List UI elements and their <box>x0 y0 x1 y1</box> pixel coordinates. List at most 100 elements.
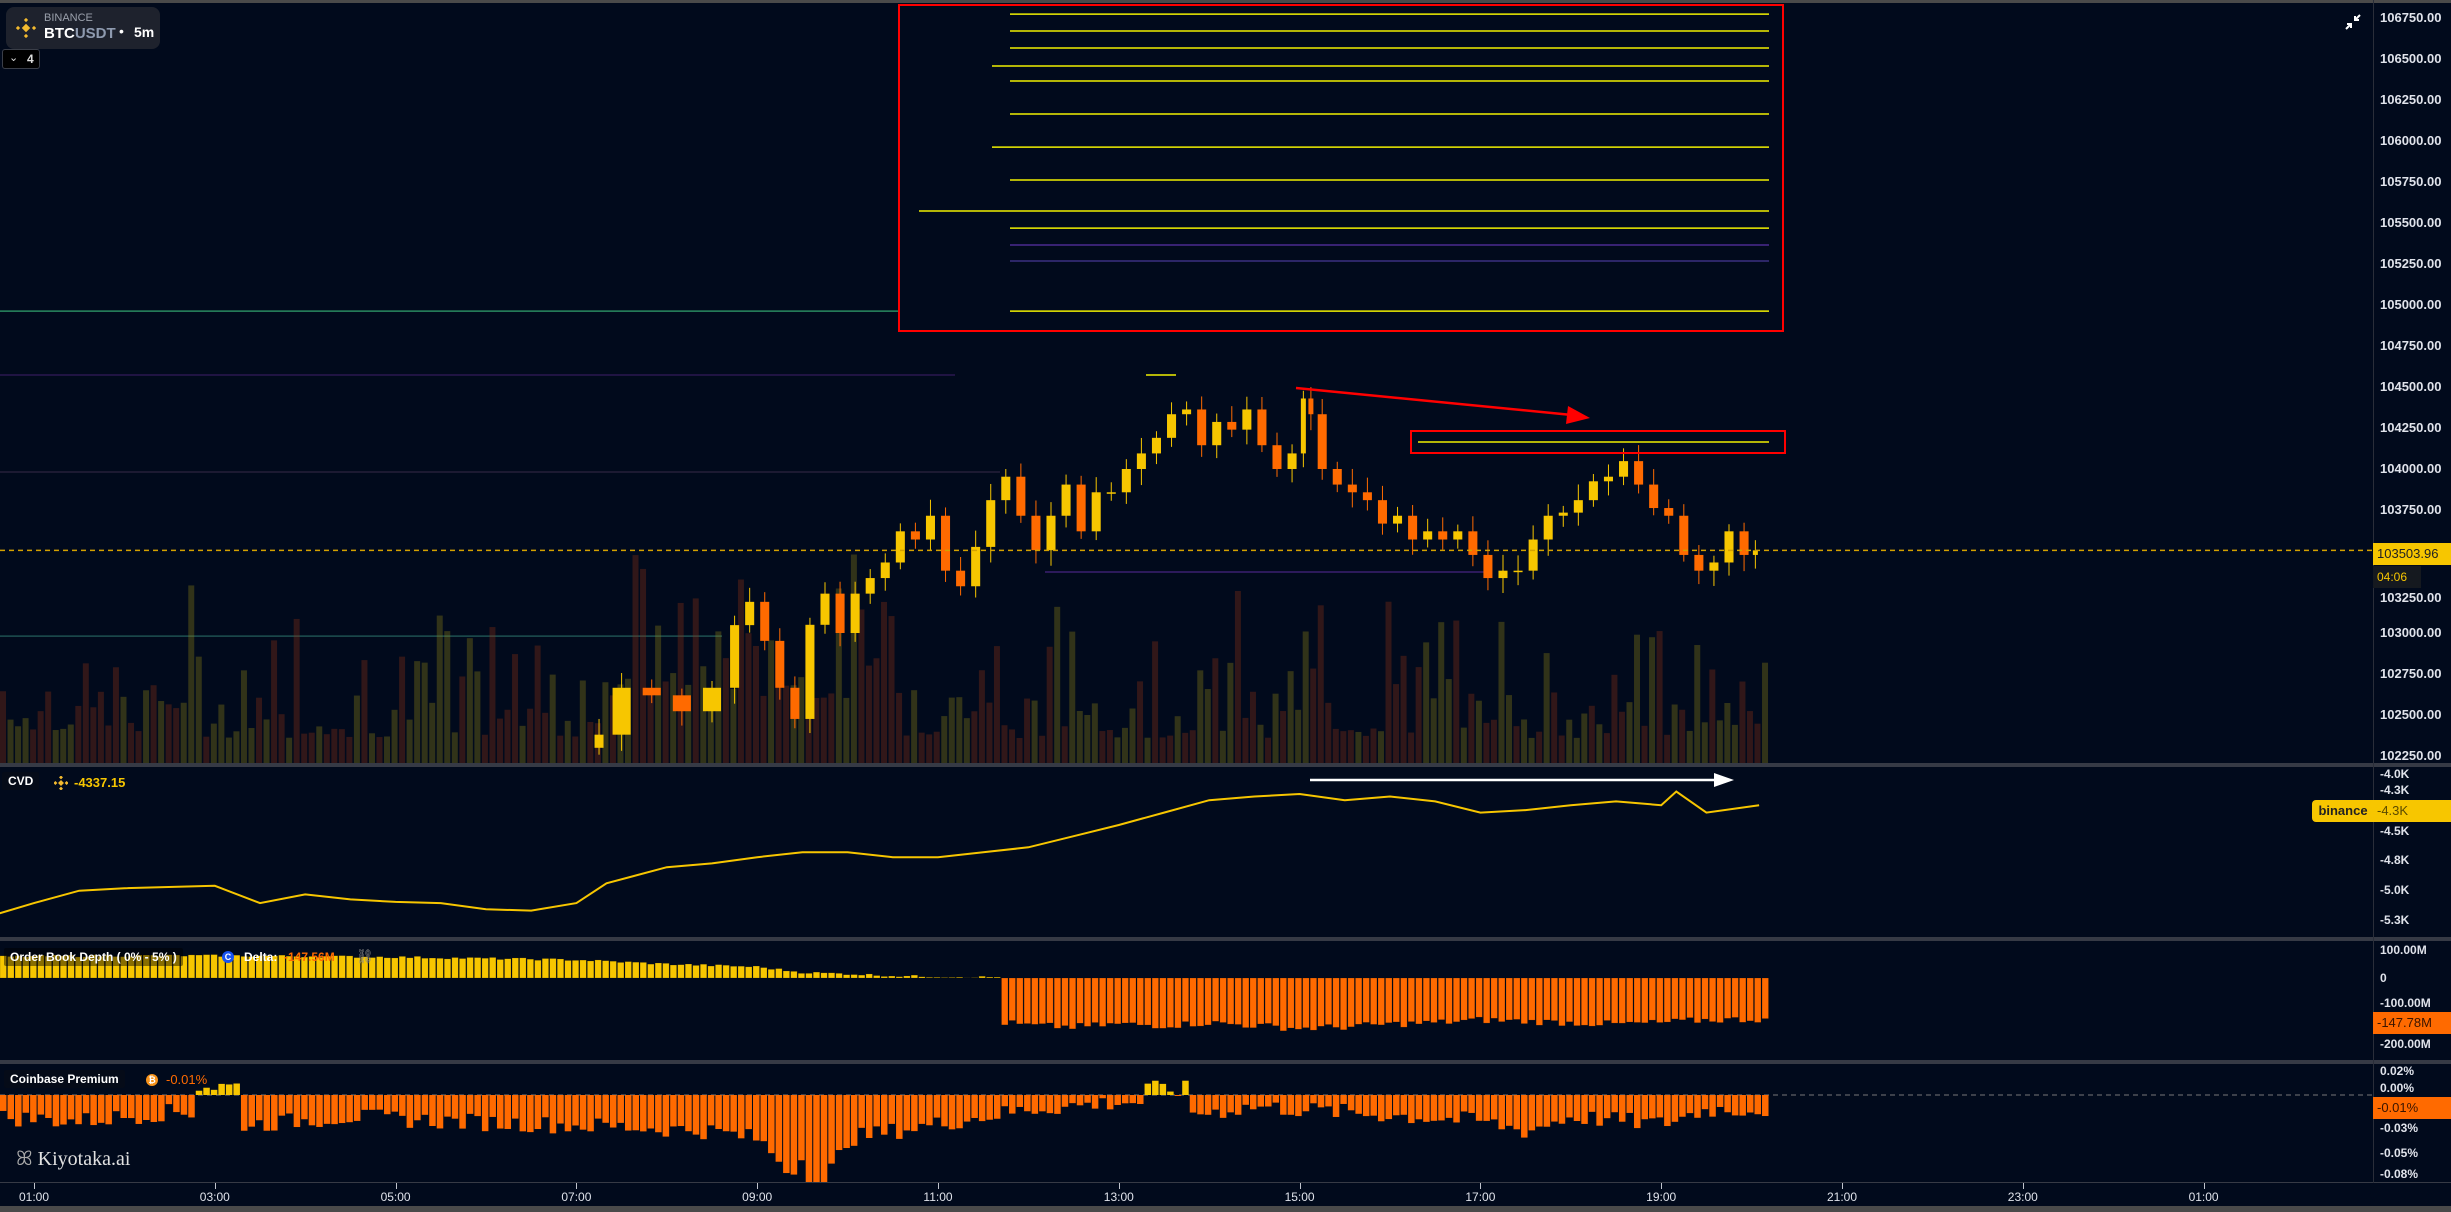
collapse-icon[interactable] <box>2343 12 2363 32</box>
coinbase-premium-bar <box>165 1095 173 1105</box>
coinbase-premium-label[interactable]: Coinbase Premium <box>4 1070 125 1088</box>
order-book-depth-bar <box>730 966 738 979</box>
volume-bar <box>1295 709 1302 763</box>
order-book-depth-bar <box>474 957 482 979</box>
order-book-depth-bar <box>888 975 896 979</box>
coinbase-premium-bar <box>820 1095 828 1183</box>
coinbase-premium-bar <box>685 1095 692 1132</box>
candle-body <box>1287 453 1297 469</box>
timeframe-label[interactable]: 5m <box>134 24 155 40</box>
volume-bar <box>971 711 978 763</box>
time-tick-label: 09:00 <box>742 1190 773 1204</box>
coinbase-premium-bar <box>948 1095 956 1130</box>
coinbase-premium-bar <box>466 1095 474 1114</box>
coinbase-premium-bar <box>602 1095 609 1123</box>
volume-bar <box>496 718 503 763</box>
order-book-depth-label[interactable]: Order Book Depth ( 0% - 5% ) <box>4 948 183 966</box>
coinbase-premium-bar <box>700 1095 707 1140</box>
coinbase-premium-bar <box>90 1095 97 1126</box>
order-book-depth-bar <box>805 973 813 979</box>
volume-bar <box>1046 646 1053 763</box>
volume-bar <box>1506 695 1512 763</box>
order-book-depth-bar <box>1724 977 1732 1019</box>
coinbase-premium-bar <box>301 1095 308 1120</box>
price-axis[interactable] <box>2373 0 2451 1183</box>
coinbase-premium-bar <box>1377 1095 1385 1122</box>
cvd-source-tag: binance <box>2312 800 2374 822</box>
watermark-text: Kiyotaka.ai <box>37 1148 131 1170</box>
unlink-icon[interactable]: ⛓ <box>356 948 374 964</box>
pane-separator[interactable] <box>0 763 2451 767</box>
volume-bar <box>512 654 519 763</box>
volume-bar <box>1054 606 1061 763</box>
coinbase-premium-bar <box>1084 1095 1091 1103</box>
coinbase-premium-bar <box>384 1095 391 1115</box>
coinbase-premium-bar <box>1603 1095 1611 1119</box>
order-book-depth-bar <box>240 956 248 979</box>
coinbase-premium-bar <box>737 1095 745 1139</box>
volume-bar <box>120 696 127 763</box>
order-book-depth-bar <box>421 957 429 979</box>
volume-bar <box>941 716 948 763</box>
coinbase-premium-bar <box>1204 1095 1212 1115</box>
volume-bar <box>579 680 586 763</box>
pane-separator[interactable] <box>0 937 2451 941</box>
coinbase-premium-bar <box>813 1095 820 1183</box>
candle-body <box>1332 469 1342 485</box>
order-book-depth-bar <box>1069 977 1077 1030</box>
order-book-depth-bar <box>1731 977 1739 1018</box>
coinbase-premium-bar <box>1573 1095 1581 1122</box>
annotation-box-liquidity[interactable] <box>898 4 1784 332</box>
coinbase-premium-bar <box>1513 1095 1521 1130</box>
coinbase-premium-bar <box>1257 1095 1265 1107</box>
candle-body <box>1603 476 1613 482</box>
candle-body <box>1619 461 1629 477</box>
annotation-arrow-white[interactable] <box>1310 773 1734 787</box>
coinbase-premium-bar <box>1566 1095 1573 1118</box>
volume-bar <box>790 685 797 763</box>
order-book-depth-bar <box>75 956 83 979</box>
order-book-depth-bar <box>391 957 399 979</box>
candle-body <box>1121 469 1131 493</box>
chart-plot-area[interactable] <box>0 0 2373 1183</box>
volume-bar <box>1310 668 1317 763</box>
order-book-depth-bar <box>1400 977 1408 1028</box>
current-price-tag: 103503.96 <box>2373 543 2451 565</box>
annotation-box-resistance[interactable] <box>1410 430 1786 454</box>
volume-bar <box>1265 737 1272 763</box>
order-book-depth-bar <box>1596 977 1604 1026</box>
volume-bar <box>1626 702 1633 763</box>
indicator-toggle-button[interactable]: ⌄ 4 <box>2 49 40 69</box>
obd-tick-label: 0 <box>2380 971 2387 985</box>
order-book-depth-bar <box>331 955 339 979</box>
volume-bar <box>1106 730 1113 763</box>
volume-bar <box>685 684 692 763</box>
coinbase-premium-bar <box>1671 1095 1679 1122</box>
coinbase-premium-bar <box>429 1095 436 1127</box>
coinbase-premium-bar <box>1362 1095 1370 1117</box>
order-book-depth-bar <box>59 955 67 979</box>
volume-bar <box>112 667 119 763</box>
volume-bar <box>1212 658 1219 763</box>
candle-body <box>880 562 890 579</box>
volume-bar <box>459 676 466 763</box>
volume-bar <box>203 736 210 763</box>
volume-bar <box>346 736 353 763</box>
order-book-depth-bar <box>534 960 542 979</box>
cvd-label[interactable]: CVD <box>2 772 40 790</box>
candlestick-series <box>594 387 1758 755</box>
coinbase-premium-bar <box>798 1095 805 1161</box>
volume-bar <box>1438 622 1445 763</box>
symbol-info-box[interactable]: BINANCE BTCUSDT • 5m <box>6 7 160 49</box>
annotation-arrow-red[interactable] <box>1295 386 1590 424</box>
pane-separator[interactable] <box>0 1060 2451 1064</box>
coinbase-premium-bar <box>391 1095 399 1112</box>
coinbase-premium-bar <box>376 1095 383 1110</box>
coinbase-premium-bar <box>1009 1095 1016 1114</box>
order-book-depth-bar <box>1317 977 1325 1027</box>
coinbase-premium-bar <box>1332 1095 1340 1117</box>
coinbase-premium-bar <box>331 1095 338 1125</box>
coinbase-premium-bar <box>1197 1095 1204 1115</box>
volume-bar <box>218 704 225 763</box>
order-book-depth-bar <box>978 976 986 979</box>
